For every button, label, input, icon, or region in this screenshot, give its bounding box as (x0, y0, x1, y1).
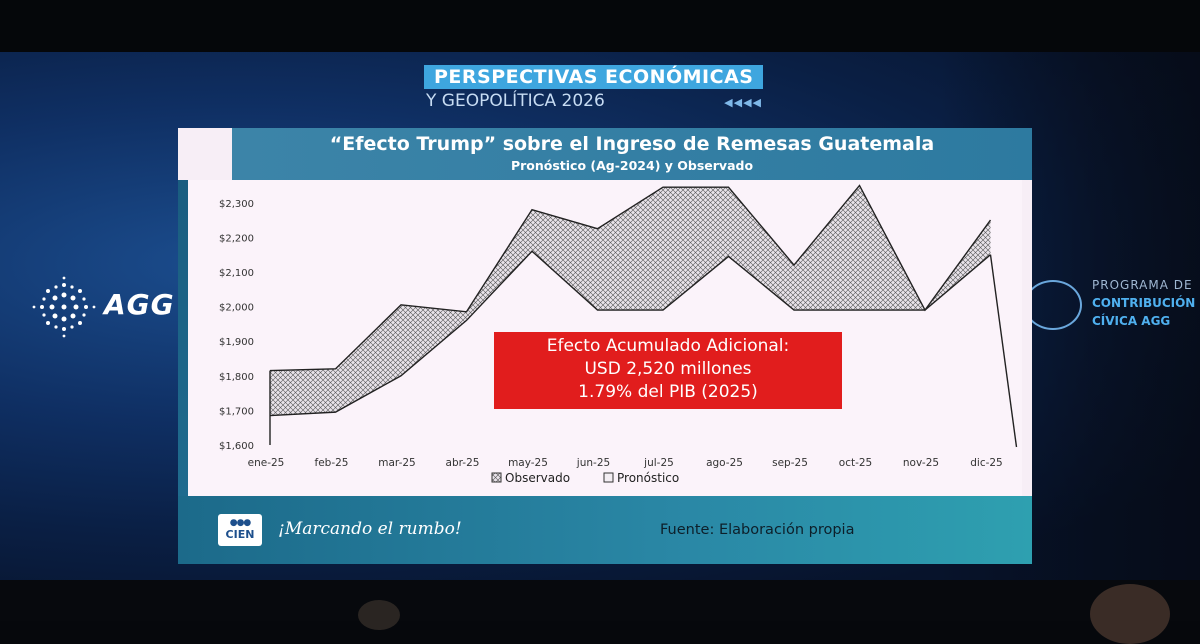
event-title: PERSPECTIVAS ECONÓMICAS Y GEOPOLÍTICA 20… (424, 65, 784, 113)
tagline: ¡Marcando el rumbo! (278, 519, 462, 539)
effect-callout: Efecto Acumulado Adicional: USD 2,520 mi… (494, 332, 842, 409)
cien-wordmark: CIEN (225, 528, 255, 541)
callout-line3: 1.79% del PIB (2025) (578, 382, 758, 402)
x-tick-label: ago-25 (706, 457, 743, 469)
event-title-line1: PERSPECTIVAS ECONÓMICAS (424, 65, 764, 89)
series-lines (269, 184, 1018, 448)
slide-subtitle: Pronóstico (Ag-2024) y Observado (510, 158, 754, 173)
cien-logo: ●●● CIEN (218, 514, 262, 546)
ceiling (0, 0, 1200, 52)
series-end-drop (989, 254, 1018, 448)
legend-swatch-observado (491, 472, 502, 483)
presentation-slide: “Efecto Trump” sobre el Ingreso de Remes… (178, 128, 1032, 564)
agg-logo (28, 276, 188, 338)
cien-dots-icon: ●●● (229, 518, 252, 528)
program-line2: CONTRIBUCIÓN (1092, 296, 1196, 310)
x-tick-label: abr-25 (446, 457, 480, 469)
remittance-chart: $1,600 $1,700 $1,800 $1,900 $2,000 $2,100 $2,2… (219, 184, 1018, 485)
program-line3: CÍVICA AGG (1092, 314, 1171, 328)
callout-line1: Efecto Acumulado Adicional: (546, 336, 790, 356)
x-tick-label: may-25 (508, 457, 548, 469)
y-tick-label: $2,200 (219, 233, 254, 244)
agg-burst-icon (32, 276, 96, 338)
x-tick-label: dic-25 (970, 457, 1003, 469)
audience-area (0, 580, 1200, 621)
handshake-icon (1024, 280, 1082, 330)
y-tick-label: $1,800 (219, 372, 254, 383)
series-line-pronóstico (269, 250, 991, 417)
x-tick-label: oct-25 (839, 457, 872, 469)
legend-label-observado: Observado (505, 471, 570, 485)
x-tick-label: sep-25 (772, 457, 808, 469)
x-tick-label: jun-25 (576, 457, 610, 469)
y-tick-label: $2,000 (219, 303, 254, 314)
program-logo: PROGRAMA DE CONTRIBUCIÓN CÍVICA AGG (1024, 278, 1200, 338)
slide-footer: ●●● CIEN ¡Marcando el rumbo! Fuente: Ela… (178, 496, 1032, 564)
y-tick-label: $1,600 (219, 441, 254, 452)
x-axis-ticks: ene-25 feb-25 mar-25 abr-25 may-25 jun-25 jul-… (248, 457, 1003, 469)
event-title-line2: Y GEOPOLÍTICA 2026 (426, 91, 605, 111)
legend-label-pronóstico: Pronóstico (617, 471, 679, 485)
source-note: Fuente: Elaboración propia (660, 522, 855, 538)
difference-area (270, 185, 991, 416)
legend: Observado Pronóstico (491, 471, 679, 485)
x-tick-label: mar-25 (378, 457, 415, 469)
arrows-icon: ◀◀◀◀ (724, 96, 762, 109)
slide-header (232, 128, 1032, 180)
difference-area-fill (270, 185, 991, 416)
y-tick-label: $1,900 (219, 337, 254, 348)
x-tick-label: jul-25 (643, 457, 674, 469)
y-tick-label: $2,100 (219, 268, 254, 279)
callout-line2: USD 2,520 millones (584, 359, 752, 379)
audience-head (1090, 584, 1170, 644)
y-tick-label: $2,300 (219, 199, 254, 210)
x-tick-label: ene-25 (248, 457, 285, 469)
legend-swatch-pronóstico (603, 472, 614, 483)
y-axis-ticks: $1,600 $1,700 $1,800 $1,900 $2,000 $2,100 $2,2… (219, 199, 254, 452)
y-tick-label: $1,700 (219, 406, 254, 417)
audience-head (358, 600, 400, 630)
agg-wordmark: AGG (104, 288, 175, 321)
x-tick-label: feb-25 (315, 457, 349, 469)
x-tick-label: nov-25 (903, 457, 939, 469)
series-line-observado (269, 184, 992, 372)
program-line1: PROGRAMA DE (1092, 278, 1193, 292)
slide-title: “Efecto Trump” sobre el Ingreso de Remes… (329, 133, 935, 155)
